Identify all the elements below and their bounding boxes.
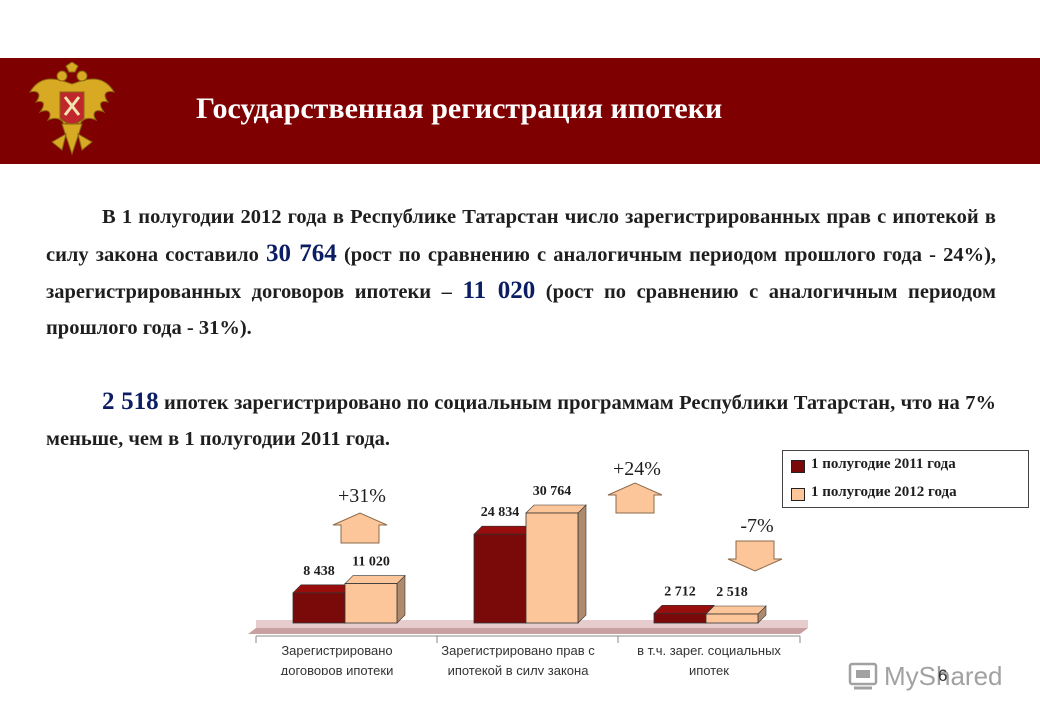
data-label-s0-c0: 8 438 — [303, 564, 335, 579]
bar-side-s1-c1 — [577, 504, 587, 624]
myshared-watermark: MyShared — [848, 661, 1003, 691]
legend-item-2011: 1 полугодие 2011 года — [791, 456, 956, 473]
rights-count-value: 30 764 — [266, 239, 337, 267]
change-label-0: +31% — [338, 485, 386, 507]
bar-s0-c0 — [292, 592, 346, 624]
bar-top-s0-c1 — [473, 525, 535, 535]
change-arrow-0 — [332, 512, 388, 544]
paragraph-text-3: (рост по сравнению с аналогичным периодо… — [46, 281, 997, 339]
chart-floor-front — [248, 628, 808, 634]
change-arrow-2 — [727, 540, 783, 572]
paragraph-summary: В 1 полугодии 2012 года в Республике Тат… — [46, 200, 996, 346]
page-title: Государственная регистрация ипотеки — [196, 92, 723, 125]
watermark-text: MyShared — [884, 661, 1003, 691]
data-label-s0-c1: 24 834 — [481, 505, 520, 520]
category-label-1-1: ипотекой в силу закона — [448, 663, 590, 675]
legend-swatch-2011 — [791, 460, 805, 473]
double-headed-eagle-emblem — [28, 62, 116, 156]
bar-s0-c2 — [653, 612, 707, 624]
page-number: 6 — [938, 666, 948, 685]
paragraph-text-2: (рост по сравнению с аналогичным периодо… — [46, 243, 997, 304]
legend-item-2012: 1 полугодие 2012 года — [791, 484, 957, 501]
bar-top-s0-c2 — [653, 605, 715, 614]
change-arrow-1 — [607, 482, 663, 514]
paragraph-text-4: ипотек зарегистрировано по социальным пр… — [46, 392, 996, 450]
bar-s0-c1 — [473, 533, 527, 624]
paragraph-text-1: В 1 полугодии 2012 года в Республике Тат… — [46, 206, 996, 266]
bar-top-s1-c2 — [705, 605, 767, 615]
category-label-1-0: Зарегистрировано прав с — [441, 643, 595, 658]
paragraph-social: 2 518 ипотек зарегистрировано по социаль… — [46, 384, 996, 457]
data-label-s1-c0: 11 020 — [352, 555, 390, 570]
bar-top-s1-c1 — [525, 504, 587, 514]
data-label-s0-c2: 2 712 — [664, 584, 696, 599]
bar-top-s1-c0 — [344, 575, 406, 584]
category-label-0-1: договоров ипотеки — [281, 663, 394, 675]
category-label-2-0: в т.ч. зарег. социальных — [637, 643, 781, 658]
data-label-s1-c2: 2 518 — [716, 585, 748, 600]
legend-swatch-2012 — [791, 488, 805, 501]
data-label-s1-c1: 30 764 — [533, 484, 572, 499]
bar-s1-c0 — [344, 583, 398, 624]
bar-top-s0-c0 — [292, 584, 354, 594]
legend-label-2011: 1 полугодие 2011 года — [811, 456, 956, 472]
bar-s1-c2 — [705, 613, 759, 624]
change-label-2: -7% — [740, 515, 773, 537]
contracts-count-value: 11 020 — [462, 277, 536, 304]
change-label-1: +24% — [613, 458, 661, 480]
chart-legend: 1 полугодие 2011 года 1 полугодие 2012 г… — [782, 450, 1029, 508]
title-banner — [0, 58, 1040, 164]
bar-s1-c1 — [525, 512, 579, 624]
category-label-0-0: Зарегистрировано — [281, 643, 392, 658]
mortgage-bar-chart: 8 438 11 020 Зарегистрировано договоров ипо… — [248, 458, 808, 675]
legend-label-2012: 1 полугодие 2012 года — [811, 484, 957, 500]
category-label-2-1: ипотек — [689, 663, 729, 675]
social-count-value: 2 518 — [102, 388, 159, 415]
